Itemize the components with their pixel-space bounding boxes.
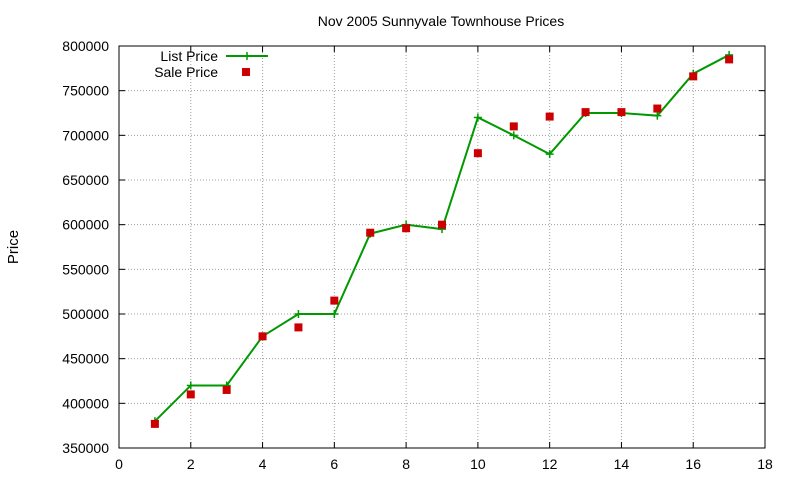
y-tick-label: 600000 bbox=[62, 217, 109, 233]
list-price-point bbox=[186, 381, 195, 390]
sale-price-point bbox=[545, 112, 554, 121]
x-tick-label: 8 bbox=[402, 456, 410, 472]
axis-ticks: 0 2 4 6 8 10 12 14 16 18 350000 400000 450000 500000 5… bbox=[62, 38, 773, 472]
list-price-point bbox=[653, 111, 662, 120]
x-tick-label: 10 bbox=[470, 456, 486, 472]
x-tick-label: 12 bbox=[542, 456, 558, 472]
sale-price-point bbox=[509, 122, 518, 131]
sale-price-point bbox=[438, 220, 446, 229]
x-tick-label: 4 bbox=[259, 456, 267, 472]
sale-price-point bbox=[581, 108, 590, 117]
sale-price-point bbox=[330, 296, 339, 305]
plot-frame bbox=[118, 45, 766, 449]
y-axis-label: Price bbox=[5, 230, 22, 264]
sale-price-point bbox=[258, 332, 267, 341]
sale-price-point bbox=[222, 385, 231, 394]
sale-price-point bbox=[294, 323, 303, 332]
y-tick-label: 400000 bbox=[62, 395, 109, 411]
y-tick-label: 700000 bbox=[62, 127, 109, 143]
list-price-point bbox=[294, 310, 303, 318]
sale-price-point bbox=[473, 149, 482, 158]
legend-label-sale-price: Sale Price bbox=[154, 64, 218, 80]
y-tick-label: 650000 bbox=[62, 172, 109, 188]
chart-title: Nov 2005 Sunnyvale Townhouse Prices bbox=[318, 13, 564, 29]
x-tick-label: 6 bbox=[330, 456, 338, 472]
list-price-point bbox=[545, 150, 554, 159]
y-tick-label: 500000 bbox=[62, 306, 109, 322]
list-price-point bbox=[473, 113, 482, 122]
y-tick-label: 450000 bbox=[62, 351, 109, 367]
y-tick-label: 350000 bbox=[62, 440, 109, 456]
legend-marker-list-price bbox=[243, 52, 251, 60]
sale-price-point bbox=[366, 228, 375, 237]
y-tick-label: 800000 bbox=[62, 38, 109, 54]
x-tick-label: 14 bbox=[614, 456, 630, 472]
y-tick-label: 550000 bbox=[62, 261, 109, 277]
list-price-point bbox=[509, 131, 518, 140]
list-price-point bbox=[330, 310, 339, 318]
sale-price-point bbox=[725, 55, 734, 64]
sale-price-point bbox=[653, 104, 662, 113]
sale-price-point bbox=[617, 108, 626, 117]
legend-marker-sale-price bbox=[242, 68, 250, 76]
y-tick-label: 750000 bbox=[62, 83, 109, 99]
sale-price-point bbox=[402, 224, 411, 233]
sale-price-point bbox=[186, 390, 195, 399]
series-layer bbox=[150, 50, 734, 428]
x-tick-label: 16 bbox=[685, 456, 701, 472]
sale-price-point bbox=[689, 72, 698, 81]
x-tick-label: 2 bbox=[187, 456, 195, 472]
x-tick-label: 0 bbox=[115, 456, 123, 472]
sale-price-point bbox=[150, 419, 159, 428]
x-tick-label: 18 bbox=[757, 456, 773, 472]
legend-label-list-price: List Price bbox=[160, 48, 218, 64]
